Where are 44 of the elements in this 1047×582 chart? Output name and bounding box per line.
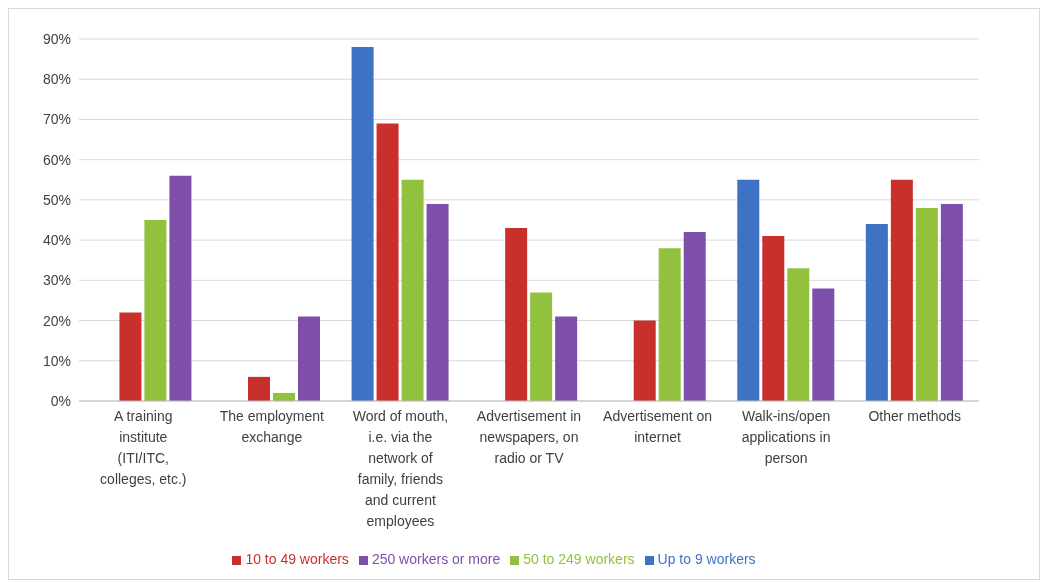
y-tick-label: 40% bbox=[42, 232, 71, 249]
bar bbox=[530, 292, 553, 401]
y-tick-label: 60% bbox=[42, 151, 71, 168]
x-tick-label: Walk-ins/open applications in person bbox=[741, 408, 831, 466]
bar bbox=[737, 179, 760, 401]
bar bbox=[351, 47, 374, 401]
y-tick-label: 80% bbox=[42, 71, 71, 88]
y-tick-label: 70% bbox=[42, 111, 71, 128]
x-tick-label: Advertisement on internet bbox=[603, 408, 713, 445]
bar bbox=[505, 228, 528, 401]
bar bbox=[401, 179, 424, 401]
legend-label: Up to 9 workers bbox=[657, 551, 756, 567]
bar bbox=[169, 175, 192, 401]
bar bbox=[940, 203, 963, 401]
bar bbox=[248, 376, 270, 401]
x-tick-label: Advertisement in newspapers, on radio or TV bbox=[476, 408, 582, 466]
bar bbox=[298, 316, 320, 401]
bar bbox=[144, 220, 167, 401]
y-tick-label: 30% bbox=[42, 272, 71, 289]
x-tick-label: Word of mouth, i.e. via the network of family, friends and current employees bbox=[352, 408, 449, 529]
bar bbox=[890, 179, 913, 401]
bar bbox=[555, 316, 578, 401]
y-tick-label: 50% bbox=[42, 191, 71, 208]
x-tick-label: Other methods bbox=[868, 408, 962, 424]
legend-label: 50 to 249 workers bbox=[523, 551, 635, 567]
bar bbox=[633, 320, 656, 401]
bar bbox=[812, 288, 835, 401]
bar bbox=[658, 248, 681, 401]
bar bbox=[915, 207, 938, 401]
bar bbox=[865, 224, 888, 401]
legend-label: 250 workers or more bbox=[371, 551, 501, 567]
x-tick-label: The employment exchange bbox=[219, 408, 325, 445]
bar bbox=[762, 236, 785, 401]
bar bbox=[787, 268, 810, 401]
y-tick-label: 20% bbox=[42, 312, 71, 329]
bar bbox=[376, 123, 399, 401]
y-tick-label: 10% bbox=[42, 352, 71, 369]
y-tick-label: 90% bbox=[42, 30, 71, 47]
legend-label: 10 to 49 workers bbox=[245, 551, 349, 567]
bar bbox=[119, 312, 142, 401]
bar bbox=[683, 232, 706, 401]
bar bbox=[426, 203, 449, 401]
x-tick-label: A training institute (ITI/ITC, colleges, etc.) bbox=[100, 408, 187, 487]
y-tick-label: 0% bbox=[50, 392, 71, 409]
